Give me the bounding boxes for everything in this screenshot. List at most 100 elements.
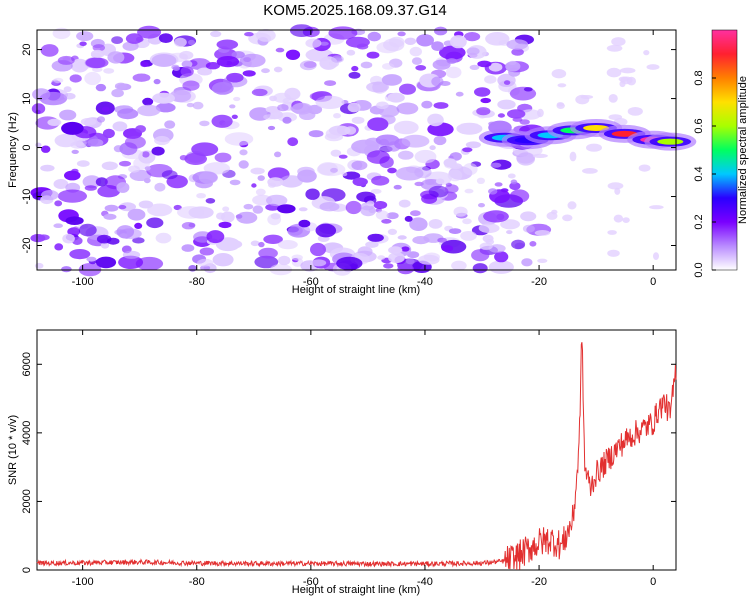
spectrogram-blob bbox=[506, 39, 529, 50]
spectrogram-blob bbox=[607, 249, 620, 257]
spectrogram-blob bbox=[582, 168, 598, 174]
spectrogram-blob bbox=[482, 234, 494, 243]
spectrogram-blob bbox=[78, 223, 97, 237]
spectrogram-blob bbox=[387, 228, 397, 235]
spectrogram-blob bbox=[231, 51, 245, 59]
colorbar-tick-label: 0.0 bbox=[693, 262, 705, 277]
spectrogram-blob bbox=[516, 152, 535, 166]
spectrogram-blob bbox=[646, 64, 660, 70]
y-tick-label: 2000 bbox=[21, 489, 33, 513]
snr-y-label: SNR (10 * v/v) bbox=[7, 415, 19, 485]
spectrogram-blob bbox=[429, 145, 436, 151]
snr-frame bbox=[36, 329, 677, 571]
x-tick-label: -100 bbox=[72, 576, 94, 588]
spectrogram-blob bbox=[90, 49, 105, 58]
spectrogram-blob bbox=[34, 262, 44, 269]
spectrogram-blob bbox=[72, 226, 80, 231]
spectrogram-blob bbox=[608, 94, 618, 103]
spectrogram-blob bbox=[479, 242, 493, 250]
spectrogram-blob bbox=[437, 137, 446, 143]
spectrogram-blob bbox=[92, 44, 106, 52]
ridge-core bbox=[657, 138, 684, 145]
spectrogram-blob bbox=[101, 106, 110, 112]
spectrogram-blob bbox=[59, 109, 77, 121]
spectrogram-blob bbox=[206, 230, 225, 244]
spectrogram-blob bbox=[347, 102, 361, 113]
spectrogram-blob bbox=[367, 117, 389, 131]
spectrogram-blob bbox=[397, 235, 407, 240]
spectrogram-blob bbox=[196, 193, 207, 199]
spectrogram-frame bbox=[36, 29, 677, 271]
spectrogram-blob bbox=[256, 29, 276, 42]
spectrogram-blob bbox=[235, 214, 243, 219]
spectrogram-blob bbox=[444, 184, 459, 194]
spectrogram-blob bbox=[388, 36, 405, 48]
spectrogram-blob bbox=[546, 211, 558, 220]
spectrogram-blob bbox=[269, 95, 277, 102]
spectrogram-blob bbox=[181, 244, 195, 252]
spectrogram-blob bbox=[471, 249, 490, 262]
spectrogram-blob bbox=[111, 88, 124, 98]
spectrogram-blob bbox=[127, 208, 146, 221]
spectrogram-blob bbox=[448, 228, 462, 235]
spectrogram-blob bbox=[649, 205, 664, 210]
spectrogram-blob bbox=[76, 160, 90, 167]
spectrogram-blob bbox=[387, 141, 401, 152]
spectrogram-blob bbox=[92, 67, 103, 73]
spectrogram-blob bbox=[155, 102, 176, 113]
spectrogram-blob bbox=[510, 179, 518, 185]
spectrogram-blob bbox=[151, 146, 165, 156]
spectrogram-blob bbox=[305, 38, 322, 48]
spectrogram-blob bbox=[509, 189, 530, 203]
spectrogram-blob bbox=[40, 44, 59, 57]
spectrogram-blob bbox=[69, 74, 82, 83]
spectrogram-blob bbox=[233, 96, 241, 102]
spectrogram-blob bbox=[620, 76, 633, 85]
spectrogram-blob bbox=[480, 97, 492, 104]
spectrogram-blob bbox=[205, 61, 220, 70]
spectrogram-blob bbox=[534, 230, 551, 236]
spectrogram-blob bbox=[216, 212, 226, 220]
spectrogram-blob bbox=[451, 260, 467, 271]
spectrogram-blob bbox=[263, 234, 283, 244]
y-tick-label: 10 bbox=[21, 92, 33, 104]
spectrogram-blob bbox=[137, 25, 162, 39]
spectrogram-blob bbox=[520, 211, 537, 222]
spectrogram-blob bbox=[39, 91, 68, 106]
spectrogram-blob bbox=[401, 134, 430, 148]
spectrogram-blob bbox=[418, 254, 440, 265]
spectrogram-blob bbox=[330, 149, 342, 157]
spectrogram-blob bbox=[188, 265, 197, 272]
spectrogram-blob bbox=[84, 185, 97, 191]
spectrogram-blob bbox=[80, 117, 97, 126]
spectrogram-blob bbox=[278, 240, 298, 250]
spectrogram-blob bbox=[522, 224, 535, 233]
spectrogram-blob bbox=[239, 149, 248, 156]
spectrogram-blobs bbox=[30, 24, 697, 277]
spectrogram-blob bbox=[203, 162, 230, 175]
spectrogram-blob bbox=[557, 83, 567, 88]
spectrogram-blob bbox=[181, 222, 196, 230]
spectrogram-blob bbox=[291, 102, 313, 115]
spectrogram-blob bbox=[351, 116, 365, 124]
spectrogram-blob bbox=[484, 75, 497, 84]
spectrogram-blob bbox=[556, 102, 565, 107]
y-tick-label: -10 bbox=[21, 189, 33, 205]
spectrogram-blob bbox=[285, 49, 301, 60]
y-tick-label: -20 bbox=[21, 238, 33, 254]
spectrogram-blob bbox=[319, 41, 329, 46]
spectrogram-blob bbox=[153, 78, 161, 85]
snr-x-ticks: -100 -80 -60 -40 -20 0 bbox=[72, 330, 656, 588]
spectrogram-blob bbox=[242, 70, 256, 77]
spectrogram-blob bbox=[519, 109, 542, 120]
spectrogram-blob bbox=[404, 37, 417, 45]
spectrogram-blob bbox=[338, 154, 348, 159]
spectrogram-blob bbox=[580, 95, 594, 99]
spectrogram-blob bbox=[449, 152, 462, 161]
spectrogram-blob bbox=[275, 47, 285, 53]
spectrogram-blob bbox=[401, 246, 410, 252]
x-tick-label: 0 bbox=[650, 576, 656, 588]
spectrogram-blob bbox=[431, 76, 444, 87]
spectrogram-blob bbox=[395, 166, 424, 181]
